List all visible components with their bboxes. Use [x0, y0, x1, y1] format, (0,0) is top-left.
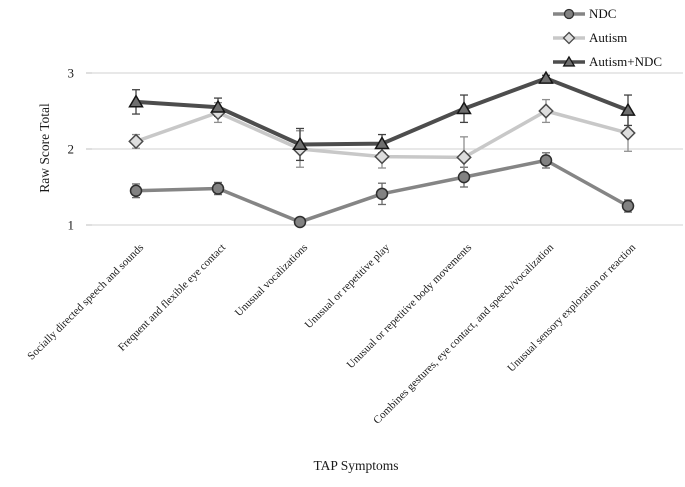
svg-text:1: 1	[68, 218, 75, 233]
chart-legend: NDC Autism Autism+NDC	[552, 3, 662, 73]
svg-text:3: 3	[68, 66, 75, 81]
ndc-line-circle-marker-icon	[553, 8, 585, 20]
svg-text:Combines gestures, eye contact: Combines gestures, eye contact, and spee…	[371, 241, 556, 426]
legend-entry-ndc: NDC	[552, 3, 662, 25]
legend-entry-autism-ndc: Autism+NDC	[552, 51, 662, 73]
svg-text:Unusual sensory exploration or: Unusual sensory exploration or reaction	[505, 241, 638, 374]
autism-line-diamond-marker-icon	[553, 31, 585, 45]
x-axis-title: TAP Symptoms	[313, 458, 399, 473]
legend-entry-autism: Autism	[552, 27, 662, 49]
svg-text:Unusual or repetitive play: Unusual or repetitive play	[303, 241, 393, 331]
y-axis-title: Raw Score Total	[37, 103, 52, 193]
legend-label-autism: Autism	[589, 30, 628, 45]
legend-label-autism-ndc: Autism+NDC	[589, 54, 663, 69]
legend-label-ndc: NDC	[589, 6, 617, 21]
svg-text:2: 2	[68, 142, 75, 157]
svg-text:Unusual vocalizations: Unusual vocalizations	[233, 242, 310, 319]
autism-ndc-line-triangle-marker-icon	[553, 55, 585, 67]
